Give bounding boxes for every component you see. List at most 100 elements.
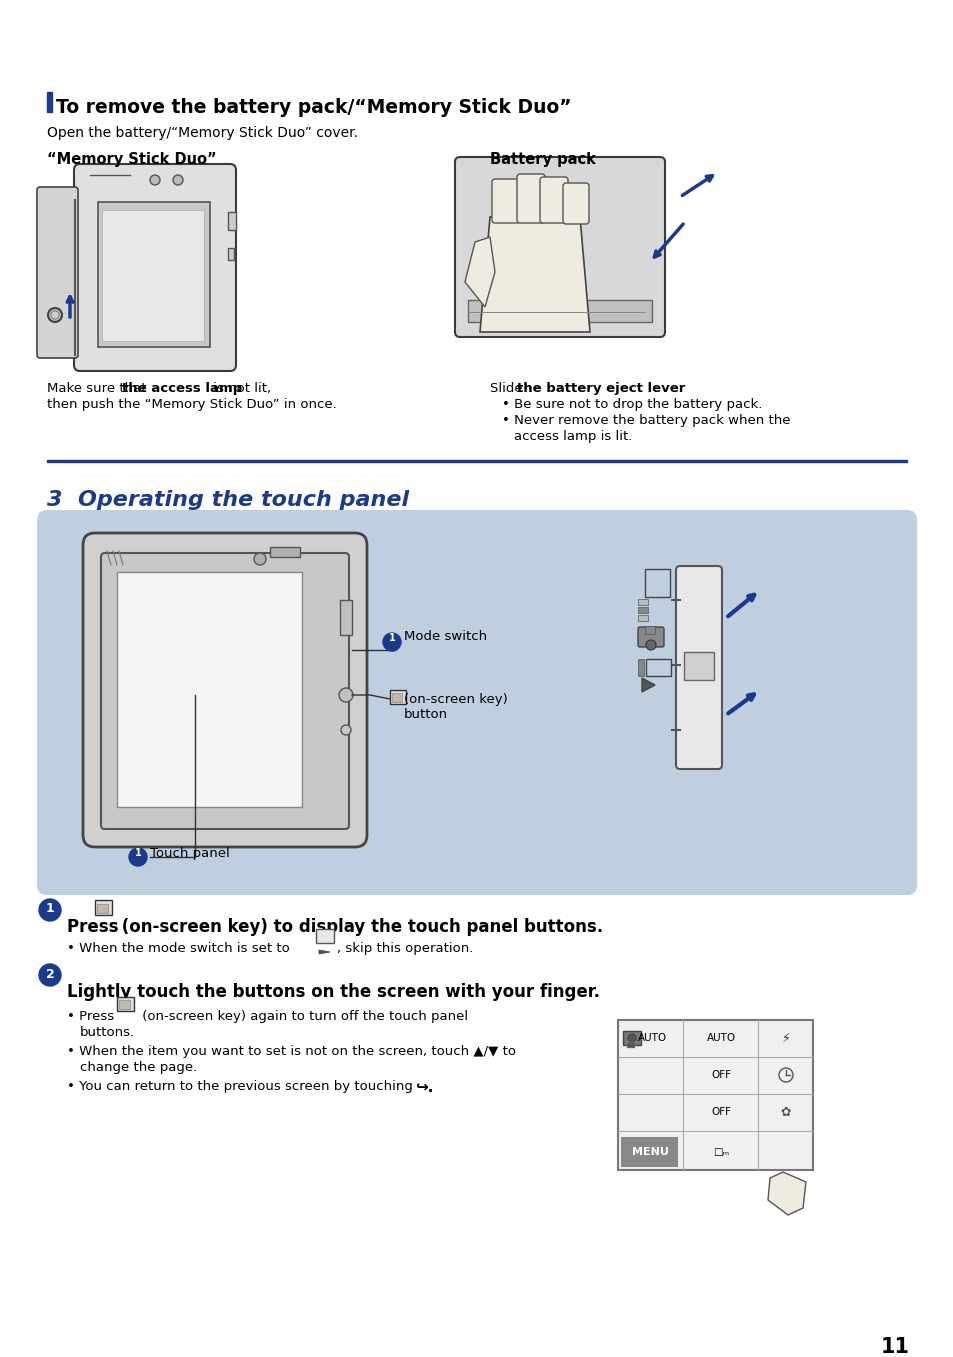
Text: • Never remove the battery pack when the: • Never remove the battery pack when the	[501, 414, 790, 427]
Text: OFF: OFF	[710, 1071, 730, 1080]
Text: • When the mode switch is set to: • When the mode switch is set to	[67, 942, 294, 955]
Text: change the page.: change the page.	[80, 1061, 197, 1073]
Text: Battery pack: Battery pack	[490, 152, 596, 167]
Text: • Be sure not to drop the battery pack.: • Be sure not to drop the battery pack.	[501, 398, 761, 411]
Text: (on-screen key) to display the touch panel buttons.: (on-screen key) to display the touch pan…	[116, 917, 602, 936]
Circle shape	[627, 1034, 636, 1042]
Text: 1: 1	[388, 632, 395, 643]
FancyBboxPatch shape	[539, 176, 567, 223]
FancyBboxPatch shape	[37, 187, 78, 358]
Bar	[622, 1031, 640, 1045]
Circle shape	[129, 848, 147, 866]
Bar	[228, 248, 233, 261]
Text: Slide: Slide	[490, 383, 526, 395]
Text: □ₘ: □ₘ	[712, 1147, 728, 1158]
Bar	[339, 600, 352, 635]
Text: ⚡: ⚡	[781, 1031, 789, 1045]
Bar	[638, 607, 647, 613]
Text: • When the item you want to set is not on the screen, touch ▲/▼ to: • When the item you want to set is not o…	[67, 1045, 516, 1058]
Circle shape	[253, 554, 266, 565]
Bar	[95, 900, 112, 915]
Bar	[102, 210, 204, 341]
Polygon shape	[479, 217, 589, 332]
Bar	[47, 92, 52, 113]
Text: , skip this operation.: , skip this operation.	[336, 942, 473, 955]
Text: Lightly touch the buttons on the screen with your finger.: Lightly touch the buttons on the screen …	[67, 982, 599, 1001]
Polygon shape	[318, 950, 330, 954]
Bar	[468, 300, 651, 322]
Bar	[645, 660, 670, 676]
FancyBboxPatch shape	[517, 174, 544, 223]
Circle shape	[172, 175, 183, 185]
Text: then push the “Memory Stick Duo” in once.: then push the “Memory Stick Duo” in once…	[47, 398, 336, 411]
Text: AUTO: AUTO	[706, 1033, 735, 1044]
FancyBboxPatch shape	[74, 164, 235, 370]
Text: .: .	[654, 383, 658, 395]
Bar	[97, 904, 108, 913]
Text: button: button	[403, 708, 448, 721]
Circle shape	[39, 963, 61, 987]
Text: access lamp is lit.: access lamp is lit.	[514, 430, 632, 442]
Text: 1: 1	[134, 848, 141, 858]
Text: Open the battery/“Memory Stick Duo” cover.: Open the battery/“Memory Stick Duo” cove…	[47, 126, 357, 140]
Text: MENU: MENU	[631, 1147, 668, 1158]
Bar	[117, 573, 302, 807]
Bar	[638, 615, 647, 622]
FancyBboxPatch shape	[638, 627, 663, 647]
Text: Press: Press	[67, 917, 124, 936]
Text: “Memory Stick Duo”: “Memory Stick Duo”	[47, 152, 216, 167]
Text: buttons.: buttons.	[80, 1026, 135, 1039]
Circle shape	[39, 898, 61, 921]
Polygon shape	[767, 1172, 805, 1215]
FancyBboxPatch shape	[562, 183, 588, 224]
Text: 2: 2	[46, 968, 54, 981]
Circle shape	[340, 725, 351, 735]
Text: • Press: • Press	[67, 1010, 118, 1023]
Circle shape	[338, 688, 353, 702]
Bar	[392, 693, 401, 702]
Bar	[620, 1137, 678, 1167]
Text: 11: 11	[880, 1337, 908, 1357]
Text: • You can return to the previous screen by touching: • You can return to the previous screen …	[67, 1080, 416, 1092]
Bar	[47, 460, 906, 461]
Text: is not lit,: is not lit,	[209, 383, 271, 395]
Text: To remove the battery pack/“Memory Stick Duo”: To remove the battery pack/“Memory Stick…	[56, 98, 571, 117]
FancyBboxPatch shape	[492, 179, 519, 223]
Text: (on-screen key) again to turn off the touch panel: (on-screen key) again to turn off the to…	[138, 1010, 468, 1023]
Text: (on-screen key): (on-screen key)	[403, 693, 507, 706]
Text: AUTO: AUTO	[637, 1033, 666, 1044]
Bar	[638, 598, 647, 605]
Bar	[119, 1000, 130, 1010]
Bar	[390, 689, 406, 704]
FancyBboxPatch shape	[455, 157, 664, 337]
Polygon shape	[464, 237, 495, 307]
Bar	[626, 1042, 635, 1048]
FancyBboxPatch shape	[83, 533, 367, 847]
Bar	[98, 202, 210, 347]
Bar	[315, 930, 334, 943]
Text: the battery eject lever: the battery eject lever	[517, 383, 684, 395]
FancyBboxPatch shape	[37, 510, 916, 896]
Circle shape	[382, 632, 400, 651]
Text: ↪.: ↪.	[415, 1080, 433, 1095]
Text: the access lamp: the access lamp	[122, 383, 242, 395]
Bar	[644, 569, 669, 597]
Bar	[683, 651, 713, 680]
Circle shape	[48, 308, 62, 322]
Text: Make sure that: Make sure that	[47, 383, 151, 395]
Circle shape	[645, 641, 656, 650]
Text: ✿: ✿	[780, 1106, 790, 1118]
Text: OFF: OFF	[710, 1107, 730, 1117]
Bar	[117, 997, 133, 1011]
Bar	[618, 1020, 812, 1170]
Text: 1: 1	[46, 902, 54, 916]
Circle shape	[51, 311, 59, 319]
Circle shape	[150, 175, 160, 185]
Bar	[644, 626, 655, 634]
Polygon shape	[641, 678, 655, 692]
Text: 3  Operating the touch panel: 3 Operating the touch panel	[47, 490, 409, 510]
Bar	[638, 660, 643, 676]
Bar	[228, 212, 235, 229]
FancyBboxPatch shape	[101, 554, 349, 829]
Bar	[270, 547, 299, 556]
